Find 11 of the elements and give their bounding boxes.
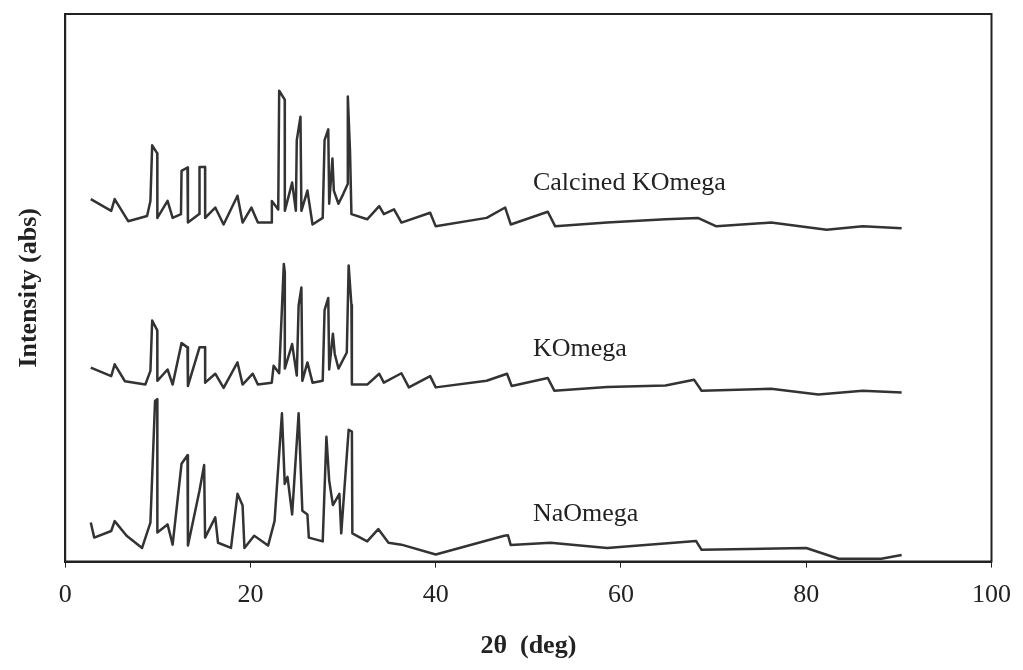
x-tick-label: 100	[972, 579, 1011, 609]
x-tick-label: 20	[237, 579, 264, 609]
series-label: NaOmega	[532, 497, 639, 527]
y-axis-title: Intensity (abs)	[13, 207, 43, 368]
series-label: Calcined KOmega	[532, 166, 727, 196]
x-tick-label: 0	[58, 579, 72, 609]
x-tick-label: 60	[607, 579, 634, 609]
series-label: KOmega	[532, 332, 628, 362]
x-tick-label: 40	[422, 579, 449, 609]
x-tick-label: 80	[793, 579, 820, 609]
x-axis-title: 2θ (deg)	[480, 630, 577, 660]
